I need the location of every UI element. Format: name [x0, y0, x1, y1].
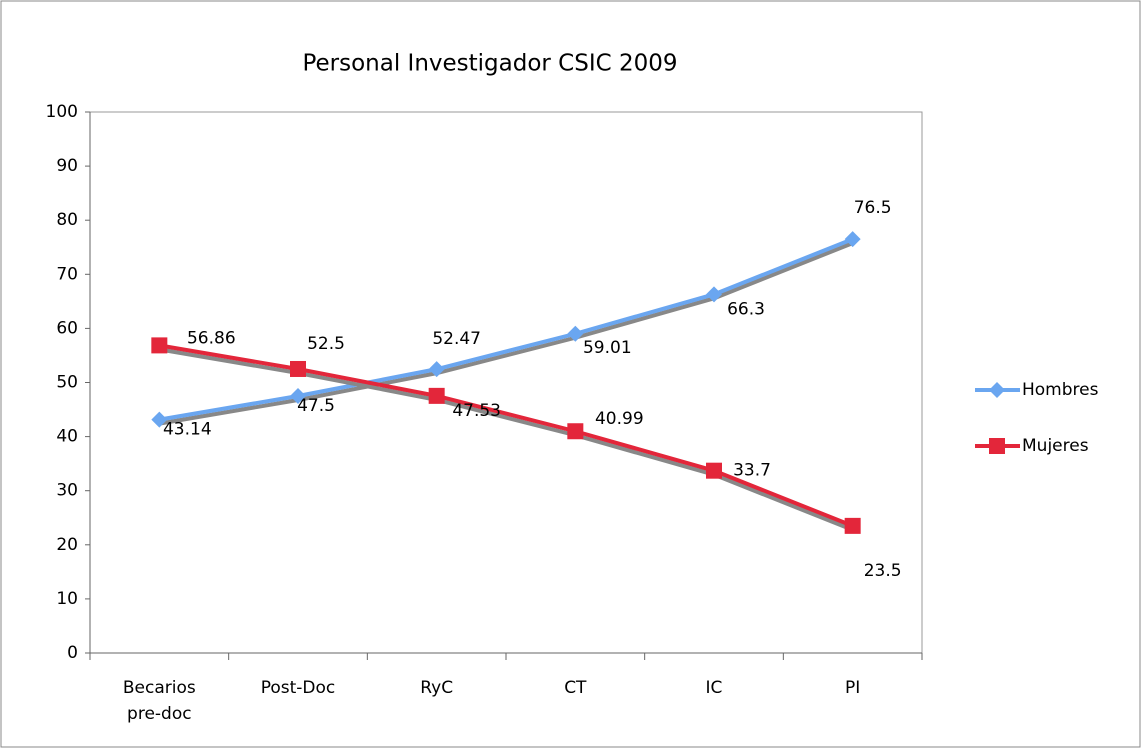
point-marker: [428, 387, 445, 404]
line-shadow: [158, 241, 854, 426]
data-label: 76.5: [854, 198, 892, 218]
y-tick-label: 100: [46, 102, 78, 122]
series-line: [158, 237, 854, 422]
x-tick-label: RyC: [420, 678, 453, 698]
data-label: 52.47: [432, 329, 481, 349]
data-label: 23.5: [864, 561, 902, 581]
legend-marker: [989, 438, 1005, 454]
y-tick-label: 60: [56, 318, 78, 338]
y-tick-label: 0: [67, 643, 78, 663]
data-label: 66.3: [727, 299, 765, 319]
x-tick-label: PI: [845, 678, 860, 698]
legend-label: Mujeres: [1022, 436, 1089, 456]
line-shadow: [158, 347, 854, 532]
x-tick-label: CT: [564, 678, 587, 698]
plot-area: [89, 111, 923, 654]
point-marker: [706, 286, 722, 303]
y-tick-label: 30: [56, 481, 78, 501]
y-tick-label: 90: [56, 156, 78, 176]
data-label: 47.5: [297, 396, 335, 416]
y-tick-label: 40: [56, 427, 78, 447]
x-tick-label: Becarios pre-doc: [123, 678, 196, 724]
y-tick-label: 10: [56, 589, 78, 609]
point-marker: [151, 337, 168, 354]
point-marker: [844, 231, 861, 248]
data-label: 56.86: [187, 328, 236, 348]
data-label: 52.5: [307, 334, 345, 354]
point-marker: [290, 360, 306, 377]
series-line: [158, 343, 854, 528]
legend-label: Hombres: [1022, 380, 1099, 400]
y-tick-label: 20: [56, 535, 78, 555]
data-label: 43.14: [163, 420, 212, 440]
point-marker: [567, 325, 584, 342]
point-marker: [844, 517, 861, 534]
x-tick-label: Post-Doc: [261, 678, 336, 698]
data-label: 59.01: [583, 338, 632, 358]
legend-marker: [989, 382, 1005, 398]
point-marker: [428, 361, 445, 378]
x-tick-label: IC: [706, 678, 723, 698]
point-marker: [706, 462, 722, 479]
y-tick-label: 80: [56, 210, 78, 230]
point-marker: [290, 388, 306, 405]
data-label: 33.7: [733, 461, 771, 481]
y-tick-label: 70: [56, 264, 78, 284]
chart-title: Personal Investigador CSIC 2009: [302, 51, 677, 77]
data-label: 47.53: [452, 401, 501, 421]
y-tick-label: 50: [56, 373, 78, 393]
point-marker: [151, 411, 168, 428]
point-marker: [567, 423, 584, 440]
data-label: 40.99: [595, 409, 644, 429]
